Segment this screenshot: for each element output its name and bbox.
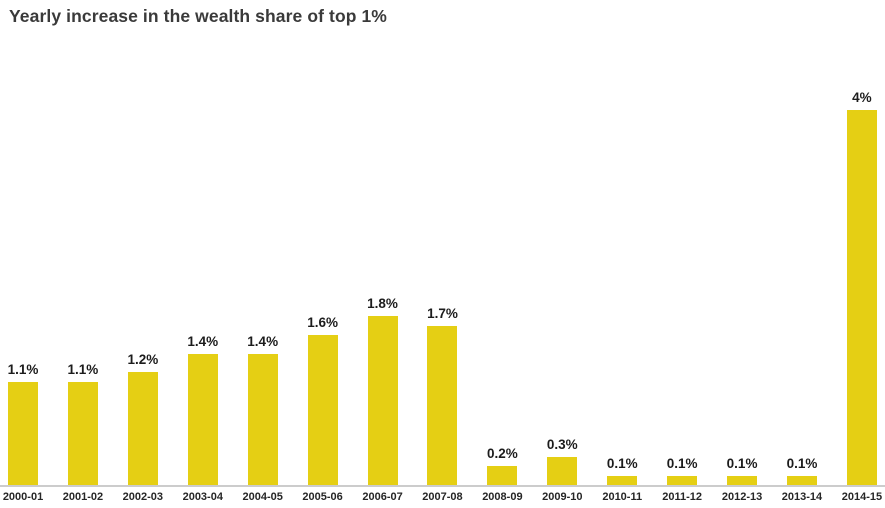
x-axis-label: 2008-09 [482,491,523,503]
x-axis-label: 2013-14 [781,491,823,503]
bar [547,457,578,485]
x-axis-label: 2004-05 [242,491,283,503]
x-axis-label: 2002-03 [122,491,164,503]
bar [667,476,698,485]
bar [247,354,278,485]
bar-value-label: 0.3% [546,437,578,452]
x-axis: 2000-01 2001-02 2002-03 2003-04 2004-05 … [0,491,885,503]
bar-value-label: 1.1% [67,362,99,377]
bar [727,476,758,485]
bar-value-label: 1.4% [247,334,279,349]
chart-title: Yearly increase in the wealth share of t… [9,6,387,26]
bar [307,335,338,485]
x-axis-label: 2003-04 [182,491,223,503]
bar-value-label: 1.8% [367,296,398,311]
bar-group: 0.1% [659,456,705,485]
bar-value-label: 4% [852,90,872,105]
bar [367,316,398,485]
bar-group: 1.6% [300,315,346,485]
bar-value-label: 1.1% [7,362,39,377]
bar [786,476,817,485]
bar-group: 1.1% [60,362,106,485]
bar-value-label: 1.7% [427,306,458,321]
x-axis-label: 2014-15 [841,491,883,503]
x-axis-label: 2010-11 [602,491,643,503]
bar [427,326,458,485]
bar-group: 0.1% [779,456,825,485]
x-axis-label: 2012-13 [721,491,763,503]
bar [8,382,38,485]
bar-group: 1.4% [240,334,286,485]
bar [67,382,98,485]
bar-group: 1.8% [360,296,406,485]
x-axis-label: 2001-02 [62,491,104,503]
bar [187,354,218,485]
bar [487,466,518,485]
bar [127,372,158,485]
bar-value-label: 1.4% [187,334,219,349]
bar-group: 1.1% [0,362,46,485]
bar-value-label: 0.2% [486,446,518,461]
x-axis-label: 2009-10 [542,491,583,503]
bar [607,476,638,485]
bar-value-label: 0.1% [726,456,758,471]
bar-group: 1.4% [180,334,226,485]
x-axis-label: 2005-06 [302,491,343,503]
bar [846,110,877,485]
bar-group: 0.3% [539,437,585,485]
x-axis-label: 2006-07 [362,491,403,503]
bar-group: 0.1% [599,456,645,485]
bar-value-label: 0.1% [666,456,698,471]
bar-value-label: 0.1% [786,456,818,471]
plot-area: 1.1% 1.1% 1.2% 1.4% 1.4% 1.6% 1.8% 1.7% … [0,33,885,487]
bar-group: 1.2% [120,352,166,485]
bar-value-label: 1.6% [307,315,338,330]
bar-value-label: 0.1% [606,456,638,471]
x-axis-label: 2007-08 [422,491,463,503]
bar-group: 4% [839,90,885,485]
x-axis-label: 2011-12 [662,491,703,503]
bar-value-label: 1.2% [127,352,159,367]
x-axis-label: 2000-01 [2,491,44,503]
bar-group: 1.7% [419,306,465,485]
bar-group: 0.1% [719,456,765,485]
bar-group: 0.2% [479,446,525,485]
